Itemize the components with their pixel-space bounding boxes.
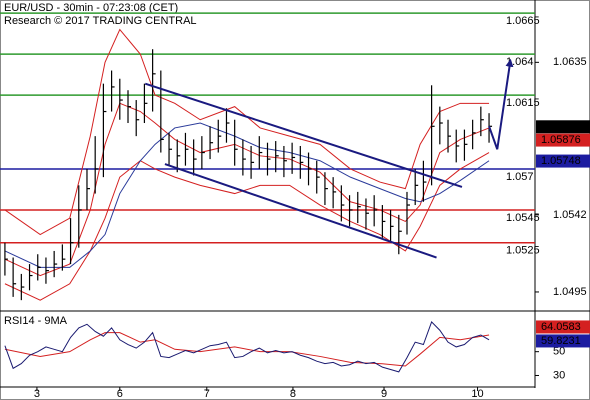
x-tick-label: 9 [381, 388, 387, 400]
y-tick-label: 1.0495 [553, 286, 587, 298]
x-tick-label: 8 [290, 388, 296, 400]
projection-arrow [488, 58, 514, 150]
trend-line [164, 163, 437, 259]
rsi-line [4, 321, 490, 373]
price-marker-label: 1.05957 [541, 121, 581, 133]
x-tick-label: 10 [471, 388, 483, 400]
rsi-marker-label: 59.8231 [541, 335, 581, 347]
rsi-marker [536, 320, 590, 334]
x-tick-label: 6 [117, 388, 123, 400]
level-label: 1.0665 [506, 15, 540, 27]
level-label: 1.0545 [506, 212, 540, 224]
x-tick-label: 7 [204, 388, 210, 400]
price-marker-label: 1.05748 [541, 155, 581, 167]
level-label: 1.057 [506, 171, 534, 183]
rsi-ma-line [4, 332, 490, 367]
price-marker [536, 120, 590, 134]
rsi-y-tick-label: 30 [553, 369, 565, 381]
price-marker-label: 1.05876 [541, 134, 581, 146]
rsi-marker [536, 334, 590, 348]
rsi-marker-label: 64.0583 [541, 321, 581, 333]
rsi-y-tick-label: 50 [553, 346, 565, 358]
price-marker [536, 154, 590, 168]
y-tick-label: 1.0635 [553, 56, 587, 68]
rsi-title: RSI14 - 9MA [4, 315, 68, 327]
chart-subtitle: Research © 2017 TRADING CENTRAL [4, 15, 197, 27]
indicator-line [4, 28, 490, 236]
x-tick-label: 3 [34, 388, 40, 400]
y-tick-label: 1.0542 [553, 209, 587, 221]
level-label: 1.0615 [506, 97, 540, 109]
chart-title: EUR/USD - 30min - 07:23:08 (CET) [4, 2, 178, 14]
price-marker [536, 133, 590, 147]
indicator-line [4, 152, 490, 301]
level-label: 1.0525 [506, 245, 540, 257]
trend-line [144, 82, 463, 188]
